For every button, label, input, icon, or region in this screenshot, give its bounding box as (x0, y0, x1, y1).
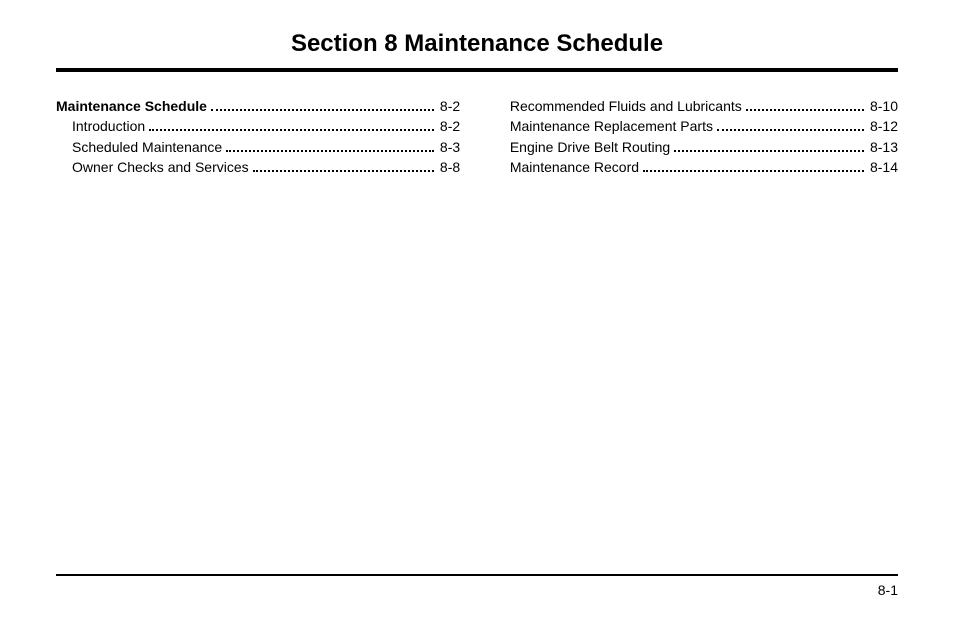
toc-right-column: Recommended Fluids and Lubricants 8-10 M… (494, 96, 898, 177)
toc-leader-dots (149, 120, 434, 131)
toc-label: Scheduled Maintenance (72, 137, 222, 157)
toc-entry: Maintenance Replacement Parts 8-12 (494, 116, 898, 136)
toc-entry: Maintenance Record 8-14 (494, 157, 898, 177)
toc-label: Owner Checks and Services (72, 157, 249, 177)
toc-label: Recommended Fluids and Lubricants (510, 96, 742, 116)
toc-entry: Recommended Fluids and Lubricants 8-10 (494, 96, 898, 116)
toc-left-column: Maintenance Schedule 8-2 Introduction 8-… (56, 96, 460, 177)
page-number: 8-1 (56, 582, 898, 598)
toc-page-ref: 8-2 (438, 96, 460, 116)
toc-entry: Engine Drive Belt Routing 8-13 (494, 137, 898, 157)
toc-page-ref: 8-13 (868, 137, 898, 157)
header-rule (56, 68, 898, 72)
toc-page-ref: 8-3 (438, 137, 460, 157)
toc-entry: Owner Checks and Services 8-8 (56, 157, 460, 177)
toc-label: Engine Drive Belt Routing (510, 137, 670, 157)
toc-label: Maintenance Record (510, 157, 639, 177)
section-title: Section 8 Maintenance Schedule (56, 30, 898, 68)
toc-label: Maintenance Schedule (56, 96, 207, 116)
toc-page-ref: 8-10 (868, 96, 898, 116)
toc-label: Introduction (72, 116, 145, 136)
toc-leader-dots (211, 100, 434, 111)
toc-page-ref: 8-2 (438, 116, 460, 136)
footer-rule (56, 574, 898, 577)
toc-page-ref: 8-14 (868, 157, 898, 177)
toc-entry: Maintenance Schedule 8-2 (56, 96, 460, 116)
toc-leader-dots (717, 120, 864, 131)
page-footer: 8-1 (56, 574, 898, 599)
toc-leader-dots (253, 161, 434, 172)
toc-leader-dots (643, 161, 864, 172)
toc-leader-dots (226, 140, 434, 151)
document-page: Section 8 Maintenance Schedule Maintenan… (0, 0, 954, 638)
toc-page-ref: 8-8 (438, 157, 460, 177)
toc-page-ref: 8-12 (868, 116, 898, 136)
toc-label: Maintenance Replacement Parts (510, 116, 713, 136)
toc-entry: Introduction 8-2 (56, 116, 460, 136)
toc-leader-dots (674, 140, 864, 151)
toc-leader-dots (746, 100, 864, 111)
table-of-contents: Maintenance Schedule 8-2 Introduction 8-… (56, 96, 898, 177)
toc-entry: Scheduled Maintenance 8-3 (56, 137, 460, 157)
